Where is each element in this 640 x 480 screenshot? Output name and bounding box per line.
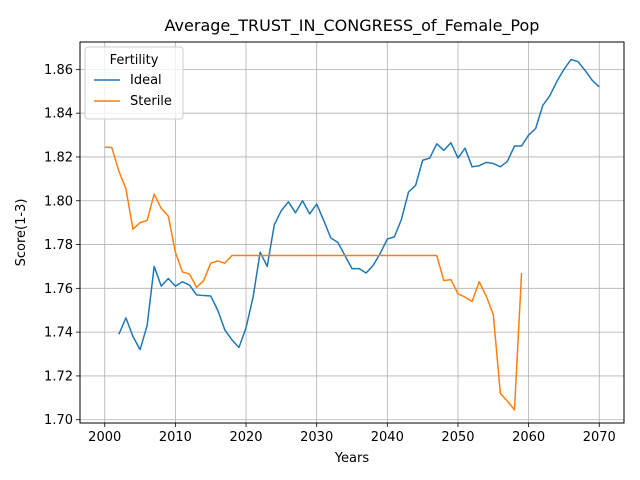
chart-title: Average_TRUST_IN_CONGRESS_of_Female_Pop [165, 16, 540, 36]
series-lines [104, 58, 600, 411]
x-tick-label: 2020 [229, 430, 262, 445]
y-tick-label: 1.86 [44, 63, 73, 78]
x-tick-label: 2050 [441, 430, 474, 445]
y-tick-label: 1.72 [44, 369, 73, 384]
grid-lines [80, 42, 624, 423]
x-tick-label: 2010 [159, 430, 192, 445]
series-line-ideal [118, 58, 600, 351]
legend-label-ideal: Ideal [130, 73, 162, 88]
y-axis-ticks: 1.70 1.72 1.74 1.76 1.78 1.80 1.82 1.84 1.86 [44, 63, 80, 428]
y-tick-label: 1.74 [44, 326, 73, 341]
y-tick-label: 1.84 [44, 107, 73, 122]
series-line-sterile [104, 146, 523, 411]
x-tick-label: 2070 [583, 430, 616, 445]
y-tick-label: 1.78 [44, 238, 73, 253]
legend-title: Fertility [110, 53, 159, 68]
x-axis-ticks: 2000 2010 2020 2030 2040 2050 2060 2070 [88, 423, 616, 445]
x-tick-label: 2040 [371, 430, 404, 445]
y-axis-label: Score(1-3) [14, 199, 29, 267]
x-tick-label: 2060 [512, 430, 545, 445]
x-tick-label: 2000 [88, 430, 121, 445]
y-tick-label: 1.76 [44, 282, 73, 297]
y-tick-label: 1.82 [44, 150, 73, 165]
x-axis-label: Years [334, 451, 370, 466]
x-tick-label: 2030 [300, 430, 333, 445]
y-tick-label: 1.80 [44, 194, 73, 209]
y-tick-label: 1.70 [44, 413, 73, 428]
plot-frame [79, 41, 625, 424]
legend-label-sterile: Sterile [130, 94, 172, 109]
legend: Fertility Ideal Sterile [84, 46, 184, 120]
